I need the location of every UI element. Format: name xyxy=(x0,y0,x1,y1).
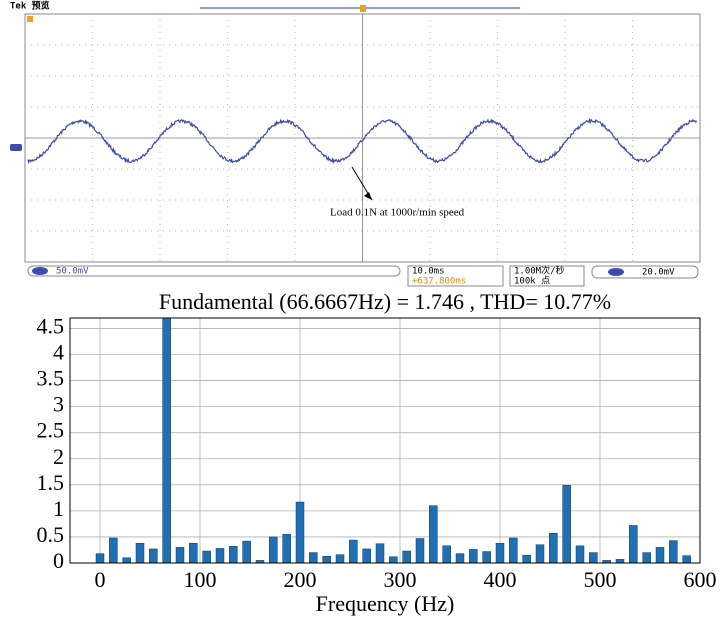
bar xyxy=(643,553,651,563)
y-tick-label: 4.5 xyxy=(37,313,65,338)
bar xyxy=(509,538,517,563)
bar xyxy=(443,546,451,563)
y-tick-label: 2 xyxy=(53,444,64,469)
record-length: 100k 点 xyxy=(514,276,550,287)
bar xyxy=(523,555,531,563)
bar xyxy=(203,551,211,563)
bar xyxy=(536,545,544,563)
bar xyxy=(669,541,677,563)
bar xyxy=(576,546,584,563)
y-tick-label: 1 xyxy=(53,496,64,521)
bar xyxy=(549,533,557,563)
position: +637.800ms xyxy=(412,277,466,287)
bar xyxy=(496,543,504,563)
bar xyxy=(469,549,477,563)
x-tick-label: 500 xyxy=(584,567,617,592)
bar xyxy=(376,544,384,563)
bar xyxy=(336,555,344,563)
bar xyxy=(629,525,637,563)
bar xyxy=(309,553,317,563)
bar xyxy=(243,541,251,563)
bar xyxy=(456,554,464,563)
bar xyxy=(323,556,331,563)
brand: Tek 预览 xyxy=(10,0,50,12)
x-tick-label: 600 xyxy=(684,567,717,592)
position-marker xyxy=(27,16,33,22)
bar xyxy=(189,543,197,563)
sample-rate: 1.00M次/秒 xyxy=(514,265,565,277)
trigger-marker xyxy=(360,5,366,12)
annotation: Load 0.1N at 1000r/min speed xyxy=(330,207,465,219)
bar xyxy=(563,485,571,563)
bar xyxy=(589,553,597,563)
bar xyxy=(403,551,411,563)
chart-title: Fundamental (66.6667Hz) = 1.746 , THD= 1… xyxy=(159,289,611,314)
bar xyxy=(229,546,237,563)
bar xyxy=(123,558,131,563)
bar xyxy=(296,502,304,563)
y-tick-label: 4 xyxy=(53,340,64,365)
page: Tek 预览 Load 0.1N at 1000r/min speed 50.0… xyxy=(0,0,723,623)
ch1-scale: 50.0mV xyxy=(56,267,89,277)
trigger-badge xyxy=(608,268,624,276)
bar xyxy=(683,556,691,563)
oscilloscope: Tek 预览 Load 0.1N at 1000r/min speed 50.0… xyxy=(10,0,700,287)
bar xyxy=(176,547,184,563)
bar xyxy=(149,549,157,563)
bar xyxy=(349,540,357,563)
ch1-marker xyxy=(10,144,22,151)
bar xyxy=(616,559,624,563)
chart: Fundamental (66.6667Hz) = 1.746 , THD= 1… xyxy=(37,289,717,616)
y-tick-label: 3.5 xyxy=(37,366,65,391)
bar xyxy=(96,554,104,563)
ch1-badge xyxy=(32,267,48,275)
bar xyxy=(283,534,291,563)
trigger-level: 20.0mV xyxy=(642,268,675,278)
x-tick-label: 100 xyxy=(184,567,217,592)
bar xyxy=(163,318,171,563)
x-tick-label: 400 xyxy=(484,567,517,592)
bar xyxy=(416,539,424,564)
bar xyxy=(269,537,277,563)
y-tick-label: 0 xyxy=(53,548,64,573)
bar xyxy=(656,547,664,563)
y-tick-label: 3 xyxy=(53,392,64,417)
bar xyxy=(483,552,491,563)
y-tick-label: 0.5 xyxy=(37,522,65,547)
x-axis-label: Frequency (Hz) xyxy=(316,591,455,616)
bar xyxy=(389,557,397,563)
x-tick-label: 200 xyxy=(284,567,317,592)
bar xyxy=(363,549,371,563)
bar xyxy=(216,548,224,563)
bar xyxy=(429,506,437,563)
y-tick-label: 2.5 xyxy=(37,418,65,443)
bar xyxy=(136,543,144,563)
bar xyxy=(109,538,117,563)
x-tick-label: 0 xyxy=(95,567,106,592)
y-tick-label: 1.5 xyxy=(37,470,65,495)
timebase: 10.0ms xyxy=(412,267,445,277)
x-tick-label: 300 xyxy=(384,567,417,592)
